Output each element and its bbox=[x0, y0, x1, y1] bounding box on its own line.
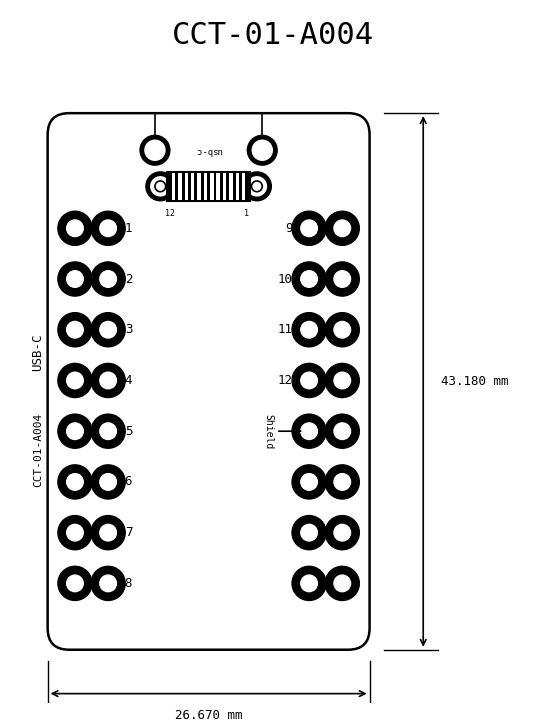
Bar bbox=[229, 173, 233, 200]
Circle shape bbox=[100, 322, 116, 338]
Circle shape bbox=[58, 465, 92, 499]
Bar bbox=[242, 173, 246, 200]
Text: 12: 12 bbox=[277, 374, 293, 387]
Circle shape bbox=[334, 575, 351, 592]
Bar bbox=[210, 173, 213, 200]
Bar bbox=[185, 173, 188, 200]
Circle shape bbox=[325, 566, 359, 601]
Circle shape bbox=[334, 220, 351, 236]
Text: 1: 1 bbox=[124, 222, 132, 235]
Circle shape bbox=[301, 220, 317, 236]
Text: USB-C: USB-C bbox=[31, 333, 44, 371]
Text: 2: 2 bbox=[124, 273, 132, 286]
Text: 9: 9 bbox=[285, 222, 293, 235]
Circle shape bbox=[67, 575, 83, 592]
Circle shape bbox=[301, 270, 317, 287]
Circle shape bbox=[334, 322, 351, 338]
Text: 3: 3 bbox=[124, 323, 132, 336]
Circle shape bbox=[292, 566, 326, 601]
Circle shape bbox=[91, 516, 125, 549]
Circle shape bbox=[100, 270, 116, 287]
Bar bbox=[191, 173, 194, 200]
Circle shape bbox=[58, 414, 92, 448]
Circle shape bbox=[292, 262, 326, 296]
Circle shape bbox=[67, 423, 83, 440]
Circle shape bbox=[292, 414, 326, 448]
Circle shape bbox=[100, 474, 116, 490]
Circle shape bbox=[334, 372, 351, 389]
Circle shape bbox=[301, 524, 317, 541]
Circle shape bbox=[91, 363, 125, 397]
Circle shape bbox=[334, 423, 351, 440]
Text: Shield: Shield bbox=[263, 414, 273, 449]
Circle shape bbox=[58, 211, 92, 245]
Circle shape bbox=[91, 313, 125, 347]
Circle shape bbox=[100, 524, 116, 541]
Circle shape bbox=[334, 474, 351, 490]
Circle shape bbox=[301, 372, 317, 389]
Circle shape bbox=[91, 262, 125, 296]
Circle shape bbox=[334, 524, 351, 541]
Text: 7: 7 bbox=[124, 526, 132, 539]
Text: 26.670 mm: 26.670 mm bbox=[175, 709, 242, 721]
Circle shape bbox=[292, 313, 326, 347]
Circle shape bbox=[301, 474, 317, 490]
Text: 4: 4 bbox=[124, 374, 132, 387]
Circle shape bbox=[67, 322, 83, 338]
Circle shape bbox=[301, 423, 317, 440]
Circle shape bbox=[325, 262, 359, 296]
Circle shape bbox=[67, 524, 83, 541]
Circle shape bbox=[58, 313, 92, 347]
Circle shape bbox=[325, 516, 359, 549]
Text: 10: 10 bbox=[277, 273, 293, 286]
Circle shape bbox=[100, 575, 116, 592]
Circle shape bbox=[100, 220, 116, 236]
Circle shape bbox=[325, 414, 359, 448]
FancyBboxPatch shape bbox=[48, 113, 370, 650]
Bar bbox=[172, 173, 175, 200]
Bar bbox=[216, 173, 220, 200]
Bar bbox=[223, 173, 227, 200]
Circle shape bbox=[325, 313, 359, 347]
Bar bbox=[167, 172, 250, 201]
Circle shape bbox=[325, 211, 359, 245]
Circle shape bbox=[325, 465, 359, 499]
Circle shape bbox=[325, 363, 359, 397]
Circle shape bbox=[67, 474, 83, 490]
Circle shape bbox=[301, 322, 317, 338]
Circle shape bbox=[91, 211, 125, 245]
Text: 1: 1 bbox=[245, 209, 250, 218]
Circle shape bbox=[91, 566, 125, 601]
Text: 6: 6 bbox=[124, 475, 132, 488]
Circle shape bbox=[67, 220, 83, 236]
Circle shape bbox=[292, 465, 326, 499]
Bar bbox=[204, 173, 207, 200]
Circle shape bbox=[301, 575, 317, 592]
Circle shape bbox=[292, 516, 326, 549]
Circle shape bbox=[100, 423, 116, 440]
Text: CCT-01-A004: CCT-01-A004 bbox=[172, 21, 374, 50]
Circle shape bbox=[58, 566, 92, 601]
Circle shape bbox=[67, 270, 83, 287]
Circle shape bbox=[100, 372, 116, 389]
Circle shape bbox=[91, 465, 125, 499]
Text: 8: 8 bbox=[124, 577, 132, 590]
Text: CCT-01-A004: CCT-01-A004 bbox=[33, 412, 43, 487]
Circle shape bbox=[67, 372, 83, 389]
Circle shape bbox=[58, 262, 92, 296]
Text: usb-c: usb-c bbox=[195, 146, 222, 155]
Bar bbox=[178, 173, 182, 200]
Text: 11: 11 bbox=[277, 323, 293, 336]
Circle shape bbox=[58, 363, 92, 397]
Text: 5: 5 bbox=[124, 425, 132, 438]
Circle shape bbox=[58, 516, 92, 549]
Circle shape bbox=[292, 363, 326, 397]
Circle shape bbox=[334, 270, 351, 287]
Bar bbox=[235, 173, 239, 200]
Circle shape bbox=[292, 211, 326, 245]
Text: 12: 12 bbox=[165, 209, 175, 218]
Circle shape bbox=[91, 414, 125, 448]
Bar bbox=[197, 173, 201, 200]
Text: 43.180 mm: 43.180 mm bbox=[441, 375, 508, 388]
